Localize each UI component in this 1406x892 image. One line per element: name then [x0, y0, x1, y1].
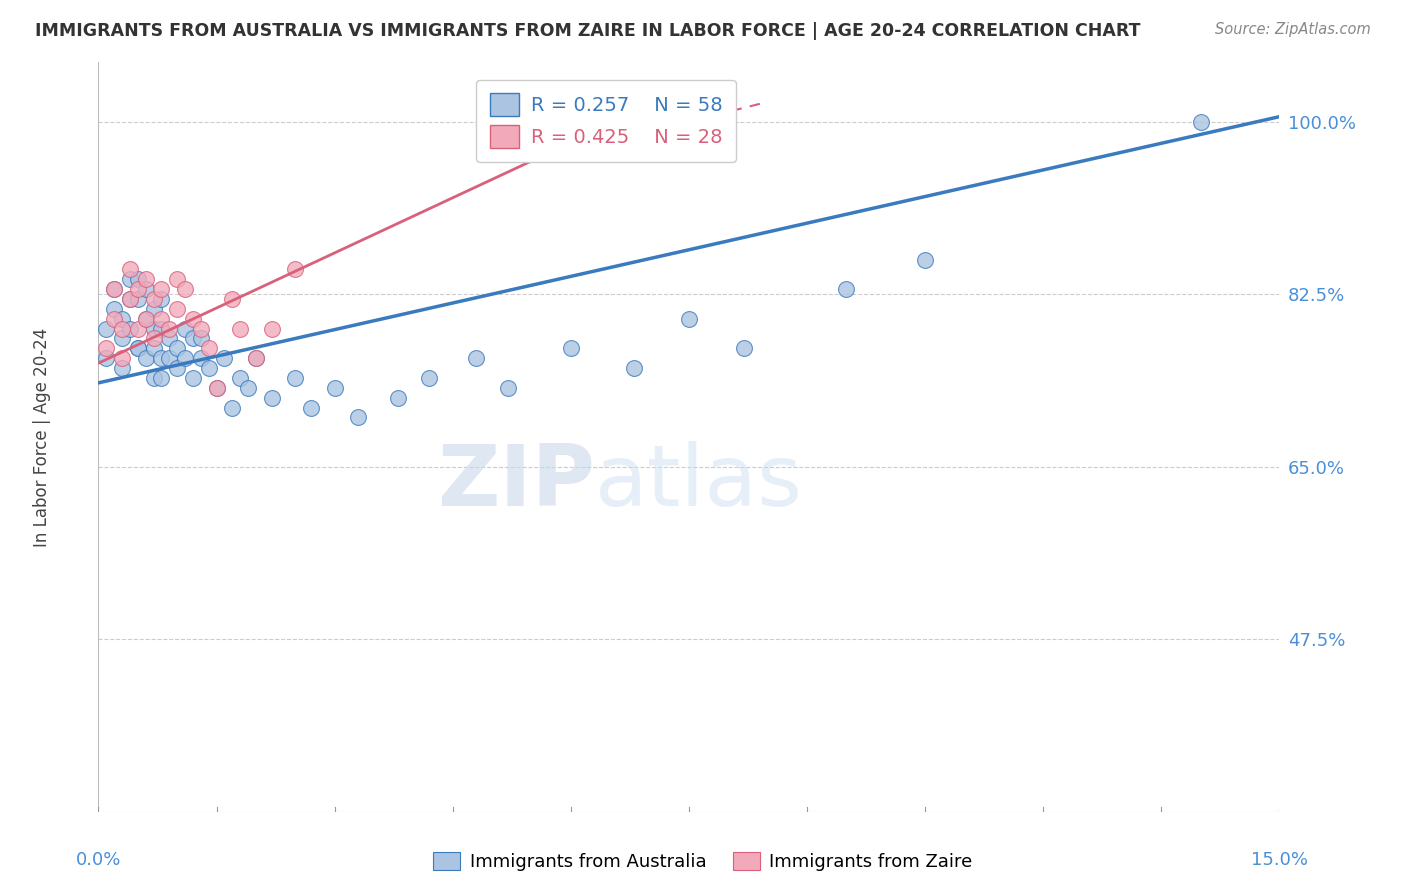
Point	[623, 361, 645, 376]
Point	[135, 282, 157, 296]
Point	[496, 381, 519, 395]
Text: atlas: atlas	[595, 441, 803, 524]
Point	[150, 311, 173, 326]
Point	[260, 321, 283, 335]
Text: IMMIGRANTS FROM AUSTRALIA VS IMMIGRANTS FROM ZAIRE IN LABOR FORCE | AGE 20-24 CO: IMMIGRANTS FROM AUSTRALIA VS IMMIGRANTS …	[35, 22, 1140, 40]
Point	[190, 331, 212, 345]
Point	[221, 292, 243, 306]
Point	[142, 301, 165, 316]
Point	[111, 331, 134, 345]
Point	[96, 351, 118, 366]
Point	[205, 381, 228, 395]
Point	[111, 321, 134, 335]
Point	[205, 381, 228, 395]
Point	[181, 371, 204, 385]
Point	[347, 410, 370, 425]
Point	[245, 351, 267, 366]
Point	[221, 401, 243, 415]
Point	[245, 351, 267, 366]
Point	[142, 292, 165, 306]
Point	[118, 262, 141, 277]
Point	[135, 351, 157, 366]
Point	[127, 292, 149, 306]
Point	[142, 331, 165, 345]
Point	[111, 351, 134, 366]
Point	[135, 311, 157, 326]
Point	[118, 292, 141, 306]
Point	[229, 371, 252, 385]
Point	[127, 342, 149, 356]
Point	[284, 262, 307, 277]
Point	[142, 371, 165, 385]
Point	[174, 282, 197, 296]
Point	[118, 292, 141, 306]
Point	[166, 272, 188, 286]
Text: In Labor Force | Age 20-24: In Labor Force | Age 20-24	[32, 327, 51, 547]
Text: 0.0%: 0.0%	[76, 851, 121, 869]
Point	[96, 321, 118, 335]
Point	[96, 342, 118, 356]
Point	[103, 282, 125, 296]
Point	[150, 371, 173, 385]
Point	[914, 252, 936, 267]
Point	[835, 282, 858, 296]
Point	[150, 292, 173, 306]
Point	[387, 391, 409, 405]
Point	[299, 401, 322, 415]
Point	[181, 331, 204, 345]
Point	[284, 371, 307, 385]
Point	[135, 272, 157, 286]
Point	[142, 342, 165, 356]
Point	[103, 311, 125, 326]
Point	[174, 351, 197, 366]
Point	[197, 361, 219, 376]
Point	[111, 311, 134, 326]
Point	[118, 321, 141, 335]
Point	[157, 321, 180, 335]
Point	[150, 351, 173, 366]
Point	[166, 342, 188, 356]
Point	[127, 342, 149, 356]
Point	[229, 321, 252, 335]
Point	[733, 342, 755, 356]
Point	[236, 381, 259, 395]
Point	[166, 301, 188, 316]
Point	[260, 391, 283, 405]
Text: 15.0%: 15.0%	[1251, 851, 1308, 869]
Point	[166, 361, 188, 376]
Point	[678, 311, 700, 326]
Point	[181, 311, 204, 326]
Text: Source: ZipAtlas.com: Source: ZipAtlas.com	[1215, 22, 1371, 37]
Point	[214, 351, 236, 366]
Point	[111, 361, 134, 376]
Point	[323, 381, 346, 395]
Point	[150, 282, 173, 296]
Point	[1189, 114, 1212, 128]
Point	[127, 272, 149, 286]
Point	[157, 331, 180, 345]
Legend: R = 0.257    N = 58, R = 0.425    N = 28: R = 0.257 N = 58, R = 0.425 N = 28	[477, 79, 737, 161]
Point	[103, 282, 125, 296]
Point	[197, 342, 219, 356]
Point	[190, 351, 212, 366]
Legend: Immigrants from Australia, Immigrants from Zaire: Immigrants from Australia, Immigrants fr…	[426, 845, 980, 879]
Point	[560, 342, 582, 356]
Point	[118, 272, 141, 286]
Point	[418, 371, 440, 385]
Point	[127, 321, 149, 335]
Point	[142, 321, 165, 335]
Point	[127, 282, 149, 296]
Point	[150, 321, 173, 335]
Point	[190, 321, 212, 335]
Point	[174, 321, 197, 335]
Text: ZIP: ZIP	[437, 441, 595, 524]
Point	[135, 311, 157, 326]
Point	[157, 351, 180, 366]
Point	[103, 301, 125, 316]
Point	[465, 351, 488, 366]
